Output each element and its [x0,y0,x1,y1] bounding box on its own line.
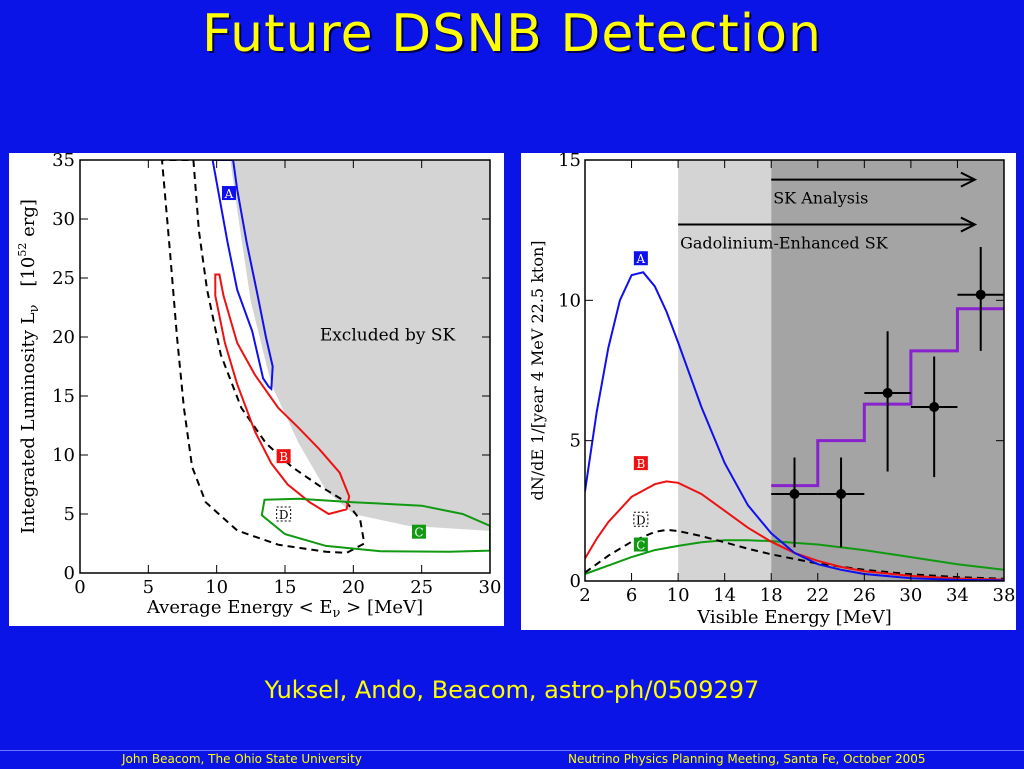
y-axis-label-sub: ν [27,304,42,312]
y-axis-label: Integrated Luminosity Lν [1052 erg] [16,199,42,534]
svg-text:C: C [636,539,645,553]
curve-label-C: C [633,537,648,553]
x-tick-label: 0 [74,577,85,598]
x-axis-label: Average Energy < Eν > [MeV] [146,597,423,621]
y-tick-label: 5 [64,504,75,525]
footer-bar [0,750,1024,769]
y-tick-label: 5 [570,431,581,452]
y-tick-label: 15 [558,153,581,171]
footer-author: John Beacom, The Ohio State University [122,752,362,766]
x-tick-label: 14 [713,585,736,606]
x-axis-label-sub: ν [333,606,341,621]
y-axis-label-text: Integrated Luminosity L [18,312,39,533]
svg-text:B: B [279,450,288,464]
x-tick-label: 10 [205,577,228,598]
x-tick-label: 2 [579,585,590,606]
x-tick-label: 22 [806,585,829,606]
curve-A [211,160,274,391]
x-tick-label: 30 [479,577,502,598]
gd-sk-arrowhead [960,216,978,233]
data-point [864,331,911,472]
x-tick-label: 20 [342,577,365,598]
spectrum-curve-A [585,271,1004,581]
sk-analysis-arrowhead [960,171,978,188]
axes: 0 5 10 15 20 25 30 0 5 10 15 20 25 30 35 [52,150,502,598]
curve-label-D: D [276,506,292,522]
x-axis-label-text: Average Energy < E [146,597,333,618]
sk-analysis-label: SK Analysis [773,189,868,208]
x-tick-label: 5 [143,577,154,598]
spectrum-curve-C [585,539,1004,575]
y-tick-label: 20 [52,327,75,348]
excluded-region [230,160,490,531]
data-point [771,457,818,548]
x-tick-label: 34 [946,585,969,606]
curve-label-B: B [276,449,291,464]
curve-labels: A B C D [221,186,426,540]
luminosity-energy-chart: Excluded by SK A B C D 0 5 10 15 20 25 30 0 5 10 15 20… [9,150,504,626]
x-tick-label: 26 [853,585,876,606]
svg-text:B: B [636,457,645,471]
svg-text:C: C [414,526,423,540]
footer-meeting: Neutrino Physics Planning Meeting, Santa… [568,752,926,766]
y-axis-label-exp: 52 [16,243,29,257]
x-axis-label: Visible Energy [MeV] [696,607,892,628]
excluded-region-label: Excluded by SK [320,326,456,346]
luminosity-energy-plot: Excluded by SK A B C D 0 5 10 15 20 25 30 0 5 10 15 20… [16,150,502,621]
x-tick-label: 18 [760,585,783,606]
spectrum-plot: SK Analysis Gadolinium-Enhanced SK ABCD … [528,150,1016,628]
curve-label-B: B [633,456,648,471]
y-tick-label: 30 [52,209,75,230]
svg-text:A: A [636,252,646,266]
x-tick-label: 30 [899,585,922,606]
y-tick-label: 0 [570,571,581,592]
y-tick-label: 15 [52,386,75,407]
y-axis-label-unit2: erg] [18,199,39,243]
curve-labels: A B CD [633,251,649,553]
spectrum-curve-B [585,480,1004,581]
y-tick-label: 10 [52,445,75,466]
svg-text:D: D [279,508,289,522]
citation: Yuksel, Ando, Beacom, astro-ph/0509297 [264,676,760,704]
curve-label-C: C [411,524,426,540]
y-tick-label: 25 [52,268,75,289]
data-points [771,247,1004,548]
svg-text:A: A [224,187,234,201]
y-tick-label: 35 [52,153,75,171]
y-axis-label-unit: [10 [18,257,39,287]
curve-label-D: D [633,511,649,527]
curve-label-A: A [221,186,236,201]
y-tick-label: 0 [64,563,75,584]
data-point [957,247,1004,351]
slide-title: Future DSNB Detection [202,4,822,64]
analysis-annotations: SK Analysis Gadolinium-Enhanced SK [678,171,978,253]
x-axis-label-unit: > [MeV] [340,597,423,618]
gd-sk-label: Gadolinium-Enhanced SK [680,234,889,253]
y-tick-label: 10 [558,290,581,311]
data-point [817,457,865,548]
curve-label-A: A [633,251,648,266]
x-tick-label: 6 [626,585,637,606]
x-tick-label: 15 [274,577,297,598]
x-tick-label: 25 [410,577,433,598]
y-axis-label: dN/dE 1/[year 4 MeV 22.5 kton] [528,240,547,500]
svg-text:D: D [636,513,646,527]
x-tick-label: 10 [667,585,690,606]
data-point [910,356,958,478]
x-tick-label: 38 [993,585,1016,606]
curve-C [260,497,490,553]
